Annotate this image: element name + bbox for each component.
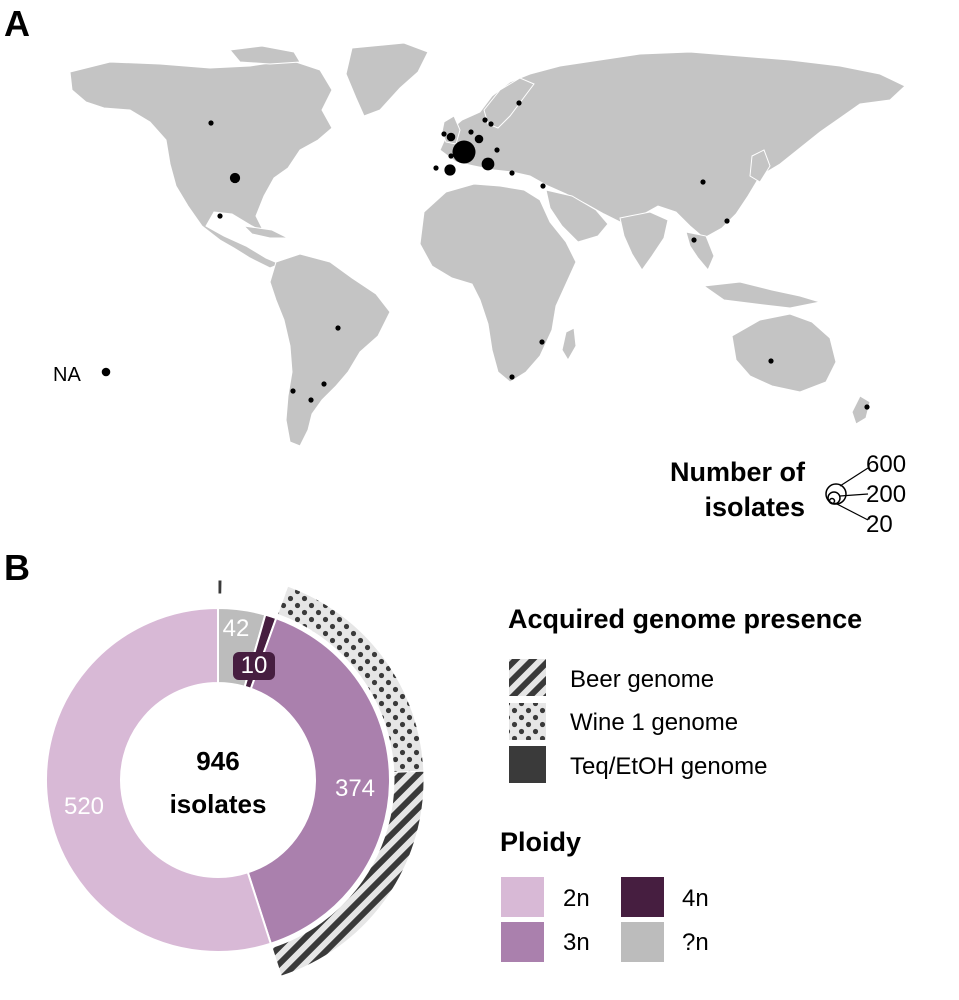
australia xyxy=(731,313,837,393)
marker-site-10 xyxy=(509,170,515,176)
size-legend-title-line2: isolates xyxy=(704,492,805,522)
caribbean xyxy=(242,225,289,239)
legend-swatch-wine-genome xyxy=(509,703,546,740)
marker-site-2 xyxy=(516,100,522,106)
size-legend-circle-20 xyxy=(828,497,836,505)
ring-segment-teq-etoh-genome xyxy=(217,579,223,595)
south-america xyxy=(269,253,391,447)
donut-label-unknown: 42 xyxy=(223,615,250,642)
indonesia xyxy=(702,281,821,309)
size-legend-label-200: 200 xyxy=(866,481,906,508)
size-legend-label-600: 600 xyxy=(866,451,906,478)
donut-slice-labels: 42 10 374 520 xyxy=(64,615,375,820)
legend-label-wine-genome: Wine 1 genome xyxy=(570,709,738,736)
size-legend-label-20: 20 xyxy=(866,511,893,538)
marker-united-states xyxy=(229,172,241,184)
donut-center-value: 946 xyxy=(196,746,239,776)
marker-site-17 xyxy=(539,339,545,345)
acquired-genome-legend: Acquired genome presence Beer genome Win… xyxy=(508,604,862,783)
marker-spain xyxy=(444,164,456,176)
marker-site-6 xyxy=(488,121,494,127)
ploidy-legend: Ploidy 2n 3n 4n ?n xyxy=(500,827,709,962)
marker-site-18 xyxy=(509,374,515,380)
north-america xyxy=(69,59,333,269)
donut-center-unit: isolates xyxy=(170,789,267,819)
world-map xyxy=(69,42,906,447)
greenland xyxy=(345,42,429,117)
donut-label-4n-bg xyxy=(233,652,275,680)
marker-site-5 xyxy=(468,129,474,135)
donut-slice-3n xyxy=(246,616,391,945)
marker-na xyxy=(101,367,111,377)
arctic-islands xyxy=(229,45,301,65)
marker-site-13 xyxy=(700,179,706,185)
marker-site-20 xyxy=(308,397,314,403)
legend-label-3n: 3n xyxy=(563,929,590,956)
donut-label-2n: 520 xyxy=(64,793,104,820)
marker-site-4 xyxy=(441,131,447,137)
donut-label-4n: 10 xyxy=(241,652,268,679)
marker-site-1 xyxy=(208,120,214,126)
marker-site-16 xyxy=(335,325,341,331)
marker-italy xyxy=(481,157,495,171)
ploidy-legend-title: Ploidy xyxy=(500,827,581,857)
india xyxy=(619,211,669,271)
ploidy-donut-chart xyxy=(44,606,391,953)
arabia xyxy=(545,189,609,243)
marker-germany xyxy=(474,134,484,144)
legend-swatch-4n xyxy=(621,877,664,917)
marker-site-19 xyxy=(290,388,296,394)
marker-site-11 xyxy=(540,183,546,189)
acquired-legend-title: Acquired genome presence xyxy=(508,604,862,634)
size-legend-leader-20 xyxy=(834,502,869,521)
size-legend-leader-200 xyxy=(839,493,869,497)
legend-label-2n: 2n xyxy=(563,885,590,912)
ring-segment-beer-genome xyxy=(271,770,425,977)
marker-site-22 xyxy=(768,358,774,364)
madagascar xyxy=(561,327,577,361)
marker-site-7 xyxy=(494,147,500,153)
legend-label-beer-genome: Beer genome xyxy=(570,666,714,693)
donut-slice-2n xyxy=(44,606,273,953)
eurasia xyxy=(439,51,906,239)
legend-swatch-beer-genome xyxy=(509,659,546,696)
marker-united-kingdom xyxy=(446,132,456,142)
marker-site-14 xyxy=(724,218,730,224)
legend-swatch-teq-genome xyxy=(509,746,546,783)
africa xyxy=(419,183,577,383)
legend-swatch-3n xyxy=(501,922,544,962)
marker-site-23 xyxy=(864,404,870,410)
acquired-genome-ring xyxy=(217,579,425,977)
southeast-asia xyxy=(685,231,715,271)
legend-swatch-unknown xyxy=(621,922,664,962)
new-zealand xyxy=(851,395,871,425)
legend-swatch-2n xyxy=(501,877,544,917)
marker-site-3 xyxy=(482,117,488,123)
size-legend-title-line1: Number of xyxy=(670,457,806,487)
marker-site-8 xyxy=(448,153,454,159)
marker-site-12 xyxy=(217,213,223,219)
legend-label-unknown: ?n xyxy=(682,929,709,956)
size-legend-circle-200 xyxy=(827,491,841,505)
donut-label-3n: 374 xyxy=(335,775,375,802)
marker-site-21 xyxy=(321,381,327,387)
panel-b-letter: B xyxy=(4,547,30,588)
size-legend-leader-600 xyxy=(839,467,869,487)
marker-site-9 xyxy=(433,165,439,171)
marker-france xyxy=(452,140,476,164)
panel-a-letter: A xyxy=(4,3,30,44)
japan xyxy=(749,149,771,183)
size-legend: Number of isolates 600 200 20 xyxy=(670,451,906,538)
legend-label-4n: 4n xyxy=(682,885,709,912)
map-markers xyxy=(101,100,870,410)
legend-label-teq-genome: Teq/EtOH genome xyxy=(570,753,767,780)
na-label: NA xyxy=(53,364,81,386)
marker-site-15 xyxy=(691,237,697,243)
